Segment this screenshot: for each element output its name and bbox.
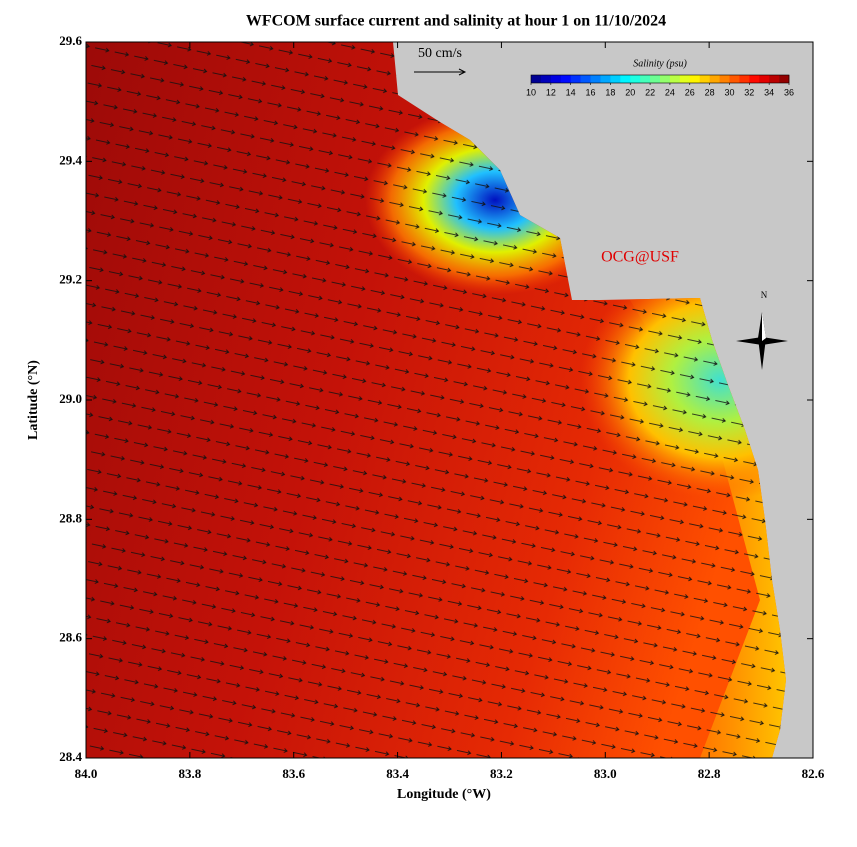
- x-tick-label: 83.4: [386, 766, 409, 781]
- y-axis-label: Latitude (°N): [26, 360, 41, 440]
- x-tick-label: 83.6: [282, 766, 305, 781]
- y-tick-label: 28.8: [59, 510, 82, 525]
- scale-label: 50 cm/s: [418, 46, 462, 61]
- title: WFCOM surface current and salinity at ho…: [246, 13, 666, 30]
- colorbar-cell: [729, 75, 740, 83]
- colorbar-tick-label: 32: [744, 87, 754, 97]
- colorbar-cell: [660, 75, 671, 83]
- colorbar-cell: [719, 75, 730, 83]
- colorbar-cell: [550, 75, 562, 83]
- colorbar-cell: [749, 75, 760, 83]
- x-tick-label: 83.0: [594, 766, 617, 781]
- y-tick-label: 29.6: [59, 33, 82, 48]
- colorbar-tick-label: 12: [546, 87, 556, 97]
- colorbar-cell: [620, 75, 631, 83]
- colorbar-tick-label: 22: [645, 87, 655, 97]
- y-tick-label: 29.4: [59, 152, 82, 167]
- compass-label: N: [761, 290, 768, 300]
- colorbar-cell: [759, 75, 770, 83]
- colorbar-title: Salinity (psu): [633, 58, 687, 69]
- y-tick-label: 29.2: [59, 272, 82, 287]
- x-tick-label: 82.8: [698, 766, 721, 781]
- colorbar-tick-label: 26: [685, 87, 695, 97]
- colorbar-tick-label: 10: [526, 87, 536, 97]
- scale-arrow-head: [458, 68, 467, 76]
- colorbar-cell: [679, 75, 691, 83]
- colorbar-frame: [530, 74, 790, 84]
- colorbar-cell: [640, 75, 651, 83]
- colorbar-cell: [709, 75, 720, 83]
- colorbar-tick-label: 14: [566, 87, 576, 97]
- colorbar-tick-label: 34: [764, 87, 774, 97]
- colorbar-cell: [650, 75, 661, 83]
- x-tick-label: 83.2: [490, 766, 513, 781]
- watermark: OCG@USF: [601, 249, 679, 266]
- colorbar-cell: [689, 75, 700, 83]
- x-axis-label: Longitude (°W): [397, 787, 491, 802]
- colorbar-cell: [531, 75, 542, 83]
- colorbar-tick-label: 24: [665, 87, 675, 97]
- y-tick-label: 28.4: [59, 749, 82, 764]
- x-tick-label: 83.8: [178, 766, 201, 781]
- colorbar-cell: [739, 75, 750, 83]
- colorbar-tick-label: 20: [625, 87, 635, 97]
- colorbar-cell: [580, 75, 591, 83]
- colorbar-cell: [699, 75, 710, 83]
- colorbar-cell: [630, 75, 641, 83]
- colorbar-cell: [610, 75, 621, 83]
- colorbar-cell: [600, 75, 611, 83]
- colorbar-cell: [779, 75, 790, 83]
- colorbar-cell: [669, 75, 681, 83]
- colorbar-cell: [570, 75, 581, 83]
- colorbar-cell: [769, 75, 780, 83]
- y-tick-label: 28.6: [59, 630, 82, 645]
- y-tick-label: 29.0: [59, 391, 82, 406]
- colorbar-cell: [590, 75, 601, 83]
- x-tick-label: 84.0: [75, 766, 98, 781]
- colorbar-cell: [560, 75, 571, 83]
- compass: N: [736, 290, 788, 370]
- colorbar-tick-label: 36: [784, 87, 794, 97]
- colorbar-tick-label: 16: [586, 87, 596, 97]
- colorbar-cell: [540, 75, 552, 83]
- colorbar-tick-label: 18: [605, 87, 615, 97]
- x-tick-label: 82.6: [802, 766, 825, 781]
- colorbar-tick-label: 28: [705, 87, 715, 97]
- colorbar-tick-label: 30: [724, 87, 734, 97]
